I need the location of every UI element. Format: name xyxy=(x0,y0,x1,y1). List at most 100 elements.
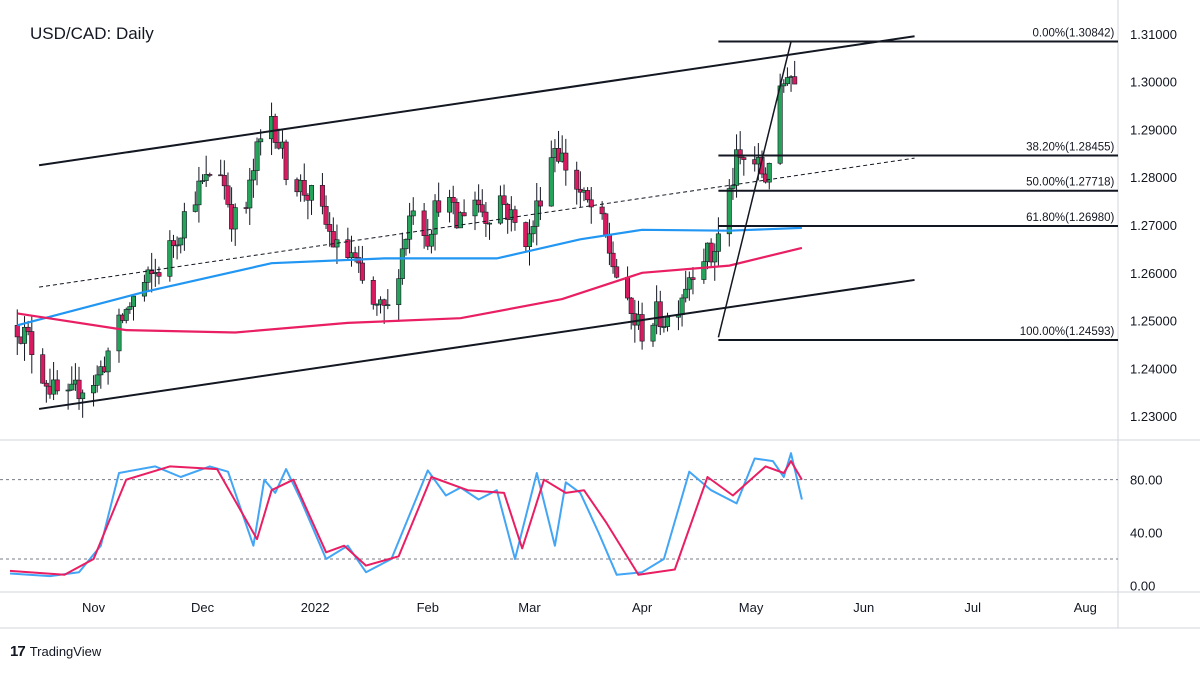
candle-down xyxy=(737,149,743,158)
candle-up xyxy=(94,374,100,386)
candle-up xyxy=(548,157,554,207)
candle-up xyxy=(91,385,97,394)
price-tick-label: 1.31000 xyxy=(1130,27,1177,42)
candle-down xyxy=(461,212,467,217)
time-tick-label: 2022 xyxy=(301,600,330,615)
oscillator-pane xyxy=(0,452,1118,578)
candle-down xyxy=(537,200,543,207)
candle-up xyxy=(105,350,111,373)
time-tick-label: May xyxy=(739,600,764,615)
candle-down xyxy=(54,379,60,392)
candle-down xyxy=(330,231,336,248)
time-tick-label: Jul xyxy=(964,600,981,615)
candle-down xyxy=(283,141,289,180)
candle-down xyxy=(156,272,162,277)
candle-up xyxy=(65,389,71,392)
candle-up xyxy=(196,180,202,206)
candle-down xyxy=(628,297,634,314)
candle-up xyxy=(530,226,536,235)
candle-up xyxy=(309,185,315,201)
candle-up xyxy=(686,277,692,290)
candle-down xyxy=(14,325,20,338)
candle-up xyxy=(457,212,463,229)
candle-down xyxy=(603,213,609,236)
oscillator-tick-label: 80.00 xyxy=(1130,473,1163,488)
moving-average-slow xyxy=(17,246,803,334)
candle-down xyxy=(207,174,213,176)
candle-down xyxy=(690,277,696,280)
candle-down xyxy=(43,382,49,387)
time-tick-label: Apr xyxy=(632,600,653,615)
candle-up xyxy=(410,210,416,217)
candle-up xyxy=(734,149,740,186)
candle-down xyxy=(606,234,612,254)
price-pane: 0.00%(1.30842) 38.20%(1.28455) 50.00%(1.27… xyxy=(14,27,1118,418)
candle-down xyxy=(359,262,365,281)
oscillator-tick-label: 0.00 xyxy=(1130,578,1155,593)
candle-down xyxy=(76,379,82,400)
candle-down xyxy=(588,199,594,208)
candle-up xyxy=(254,141,260,171)
oscillator-tick-label: 40.00 xyxy=(1130,526,1163,541)
brand-name: TradingView xyxy=(29,644,102,659)
candle-down xyxy=(323,205,329,225)
candle-down xyxy=(327,224,333,232)
candle-down xyxy=(149,269,155,274)
price-tick-label: 1.30000 xyxy=(1130,75,1177,90)
price-tick-label: 1.27000 xyxy=(1130,218,1177,233)
candle-down xyxy=(450,197,456,203)
candle-up xyxy=(385,304,391,307)
candle-up xyxy=(174,244,180,247)
fib-level-label: 50.00%(1.27718) xyxy=(1026,177,1114,189)
candle-up xyxy=(69,383,75,391)
candle-down xyxy=(614,266,620,278)
candles xyxy=(14,60,798,418)
tradingview-logo-icon: 17 xyxy=(10,643,26,660)
candle-up xyxy=(784,77,790,85)
candle-up xyxy=(203,174,209,181)
candle-up xyxy=(661,326,667,328)
candle-up xyxy=(192,204,198,212)
candle-down xyxy=(370,279,376,305)
candle-down xyxy=(421,210,427,237)
candle-down xyxy=(170,240,176,246)
candle-up xyxy=(80,392,86,400)
candle-up xyxy=(141,282,147,297)
price-tick-label: 1.26000 xyxy=(1130,266,1177,281)
candle-up xyxy=(487,222,493,225)
candle-down xyxy=(639,314,645,342)
candle-up xyxy=(712,251,718,263)
candle-down xyxy=(479,204,485,213)
candle-down xyxy=(792,76,798,85)
time-tick-label: Nov xyxy=(82,600,106,615)
candle-down xyxy=(345,239,351,259)
candle-down xyxy=(221,174,227,187)
candle-down xyxy=(476,199,482,206)
candle-up xyxy=(472,199,478,217)
stochastic-d-line xyxy=(9,460,803,576)
candle-down xyxy=(483,211,489,224)
candle-up xyxy=(116,314,122,352)
fib-level-label: 38.20%(1.28455) xyxy=(1026,141,1114,153)
candle-down xyxy=(381,299,387,306)
candle-up xyxy=(766,162,772,183)
fib-level-label: 0.00%(1.30842) xyxy=(1033,27,1115,39)
candle-up xyxy=(181,211,187,239)
channel-midline xyxy=(38,157,915,288)
fib-swing-line xyxy=(717,41,792,338)
candle-up xyxy=(650,324,656,342)
time-tick-label: Jun xyxy=(853,600,874,615)
candle-up xyxy=(432,200,438,235)
candle-up xyxy=(726,188,732,235)
candle-down xyxy=(25,326,31,332)
price-tick-label: 1.29000 xyxy=(1130,122,1177,137)
candle-up xyxy=(396,278,402,306)
price-tick-label: 1.23000 xyxy=(1130,409,1177,424)
candle-down xyxy=(225,185,231,205)
candle-up xyxy=(407,215,413,240)
candle-down xyxy=(352,252,358,258)
candle-down xyxy=(625,276,631,299)
candle-down xyxy=(436,200,442,213)
candle-up xyxy=(428,233,434,247)
